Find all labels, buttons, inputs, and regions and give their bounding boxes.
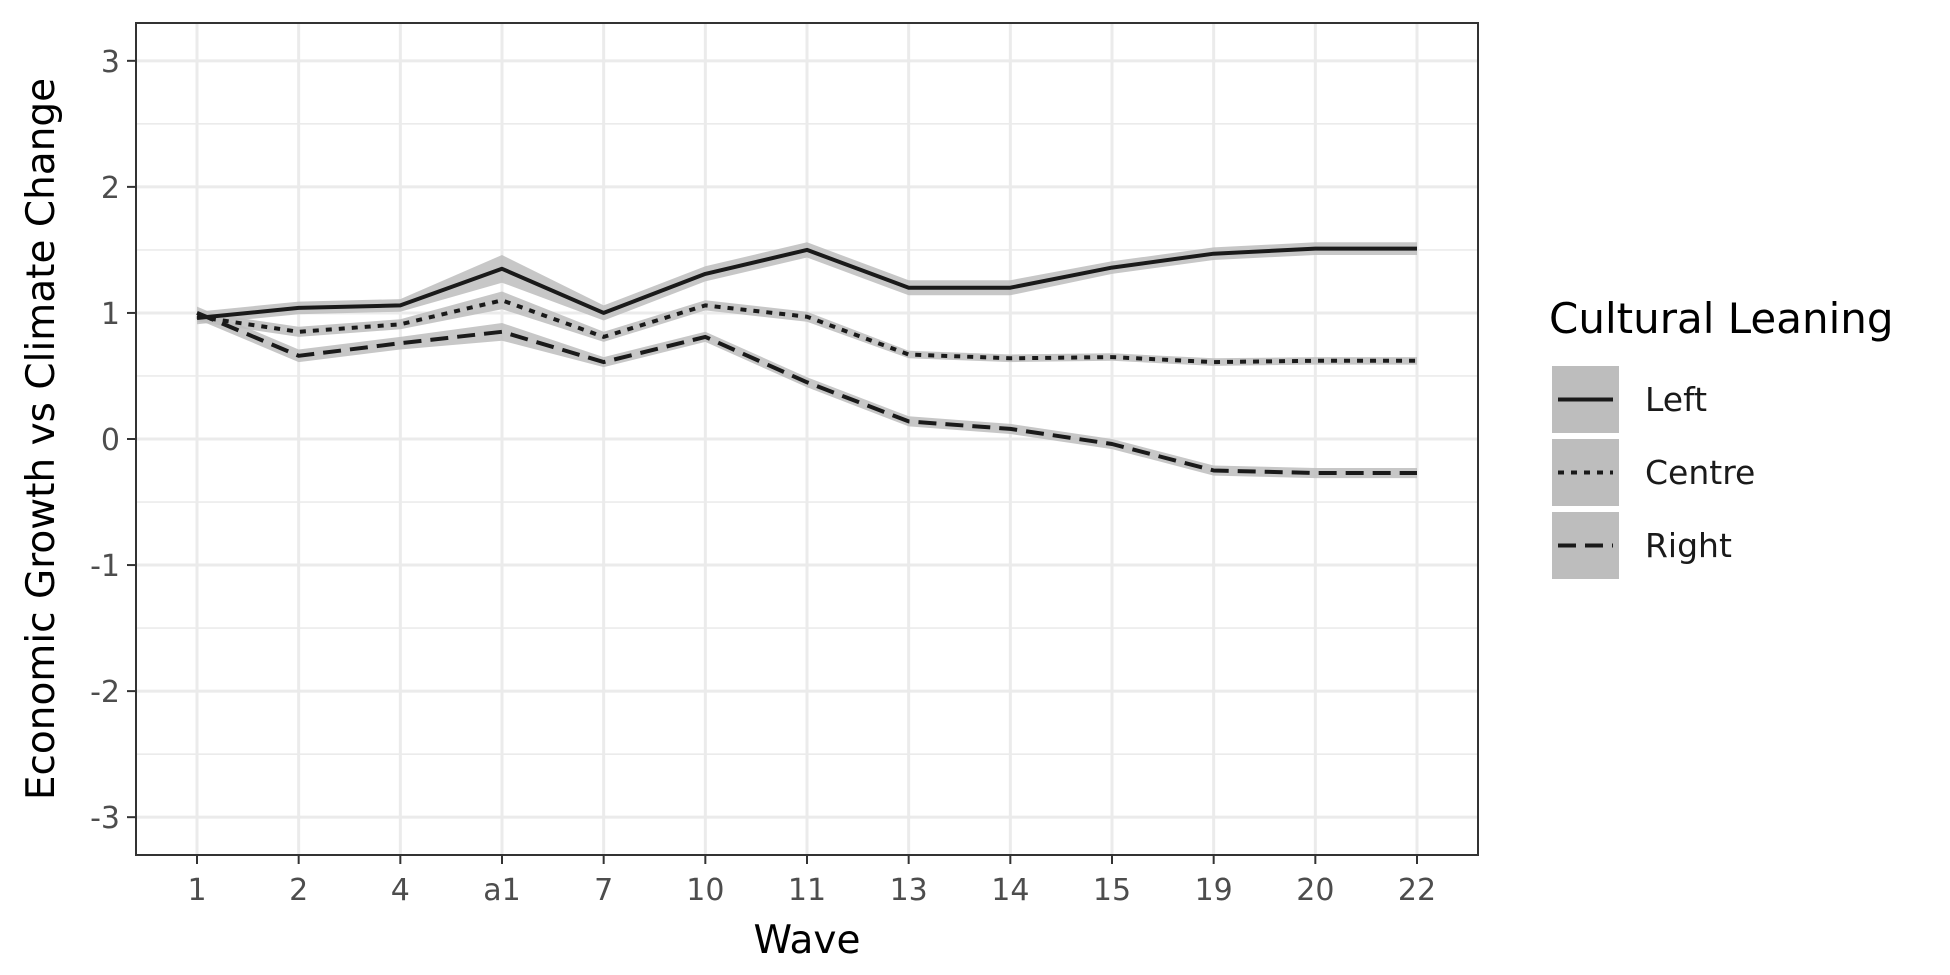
- x-tick-label: 14: [991, 873, 1029, 908]
- x-axis-title: Wave: [753, 918, 860, 963]
- axes: -3 -2 -1 0 1 2 3 1 2 4 a1 7 10 11 13 14 15 19 20 22: [90, 45, 1436, 908]
- data-point-centre: [296, 329, 302, 335]
- data-point-left: [1414, 246, 1420, 252]
- data-point-left: [1312, 246, 1318, 252]
- data-point-left: [296, 305, 302, 311]
- data-point-right: [1211, 468, 1217, 474]
- y-tick-label: -1: [90, 549, 120, 584]
- x-tick-label: 4: [391, 873, 410, 908]
- data-point-left: [702, 271, 708, 277]
- legend-title: Cultural Leaning: [1549, 294, 1894, 343]
- data-point-centre: [702, 302, 708, 308]
- data-point-centre: [1007, 355, 1013, 361]
- series-lines: [194, 246, 1420, 476]
- data-point-left: [804, 247, 810, 253]
- data-point-left: [906, 285, 912, 291]
- x-tick-label: 1: [187, 873, 206, 908]
- y-axis-title: Economic Growth vs Climate Change: [19, 78, 64, 800]
- y-tick-label: 3: [101, 45, 120, 80]
- data-point-right: [296, 353, 302, 359]
- y-tick-label: -2: [90, 675, 120, 710]
- legend-items: Left Centre Right: [1552, 366, 1755, 579]
- data-point-right: [601, 359, 607, 365]
- data-point-centre: [601, 334, 607, 340]
- series-line-left: [196, 246, 1417, 320]
- legend-label-left: Left: [1645, 380, 1707, 419]
- x-tick-label: 20: [1296, 873, 1334, 908]
- legend-label-centre: Centre: [1645, 453, 1755, 492]
- x-tick-label: 19: [1195, 873, 1233, 908]
- data-point-centre: [1109, 354, 1115, 360]
- y-tick-label: -3: [90, 801, 120, 836]
- series-line-centre: [196, 298, 1417, 365]
- legend-label-right: Right: [1645, 526, 1732, 565]
- data-point-right: [804, 379, 810, 385]
- data-point-left: [1007, 285, 1013, 291]
- y-tick-label: 2: [101, 171, 120, 206]
- data-point-centre: [1312, 358, 1318, 364]
- confidence-ribbons: [197, 242, 1417, 479]
- confidence-ribbon-centre: [197, 291, 1417, 366]
- data-point-right: [1007, 426, 1013, 432]
- data-point-right: [1109, 441, 1115, 447]
- x-tick-label: 13: [890, 873, 928, 908]
- data-point-right: [702, 334, 708, 340]
- legend: Cultural Leaning Left Centre Right: [1549, 294, 1894, 579]
- data-point-centre: [1211, 359, 1217, 365]
- data-point-right: [1414, 470, 1420, 476]
- x-tick-label: 22: [1398, 873, 1436, 908]
- x-tick-label: 10: [686, 873, 724, 908]
- y-tick-label: 1: [101, 297, 120, 332]
- data-point-right: [397, 340, 403, 346]
- data-point-right: [906, 418, 912, 424]
- data-point-left: [397, 302, 403, 308]
- data-point-left: [1109, 265, 1115, 271]
- x-tick-label: a1: [483, 873, 520, 908]
- data-point-right: [499, 329, 505, 335]
- confidence-ribbon-left: [197, 242, 1417, 325]
- x-tick-label: 2: [289, 873, 308, 908]
- x-tick-label: 15: [1093, 873, 1131, 908]
- y-tick-label: 0: [101, 423, 120, 458]
- data-point-centre: [397, 321, 403, 327]
- data-point-right: [1312, 470, 1318, 476]
- series-line-right: [196, 311, 1417, 475]
- data-point-centre: [1414, 358, 1420, 364]
- data-point-right: [194, 310, 200, 316]
- x-tick-label: 11: [788, 873, 826, 908]
- data-point-centre: [906, 352, 912, 358]
- x-tick-label: 7: [594, 873, 613, 908]
- data-point-centre: [804, 314, 810, 320]
- data-point-left: [499, 266, 505, 272]
- data-point-left: [1211, 251, 1217, 257]
- data-point-left: [601, 310, 607, 316]
- data-point-centre: [499, 297, 505, 303]
